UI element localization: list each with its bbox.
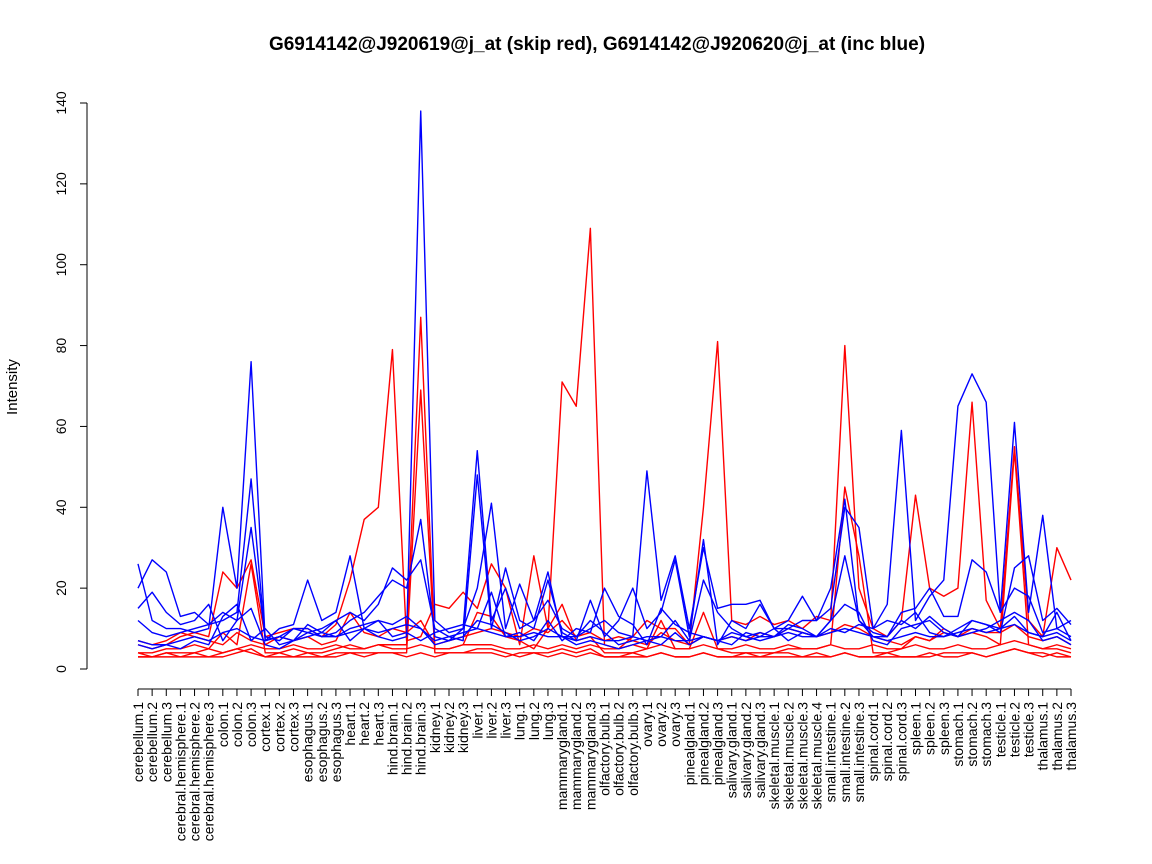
series-line-1 (137, 227, 1072, 650)
x-tick-label: ovary.2 (653, 702, 669, 747)
y-tick-label: 0 (53, 665, 69, 673)
x-tick-label: olfactory.bulb.3 (625, 702, 641, 796)
x-tick-label: kidney.3 (455, 702, 471, 753)
x-tick-label: testicle.2 (1006, 702, 1022, 757)
x-tick-label: olfactory.bulb.1 (597, 702, 613, 796)
x-tick-label: spleen.3 (936, 702, 952, 755)
x-tick-label: skeletal.muscle.4 (809, 702, 825, 810)
x-tick-label: hind.brain.2 (399, 702, 415, 775)
x-tick-label: cortex.1 (257, 702, 273, 752)
x-tick-label: thalamus.2 (1049, 702, 1065, 771)
x-tick-label: spleen.2 (922, 702, 938, 755)
x-tick-label: stomach.2 (964, 702, 980, 767)
x-tick-label: ovary.1 (639, 702, 655, 747)
x-tick-label: colon.2 (229, 702, 245, 747)
x-tick-label: mammarygland.1 (554, 702, 570, 810)
chart-title: G6914142@J920619@j_at (skip red), G69141… (269, 34, 925, 55)
x-tick-label: spinal.cord.1 (865, 702, 881, 782)
y-tick-label: 100 (53, 253, 69, 277)
x-tick-label: salivary.gland.1 (724, 702, 740, 798)
x-tick-label: thalamus.3 (1063, 702, 1079, 771)
x-tick-label: testicle.3 (1021, 702, 1037, 757)
x-tick-label: salivary.gland.3 (752, 702, 768, 798)
x-tick-label: colon.1 (215, 702, 231, 747)
x-tick-label: colon.3 (243, 702, 259, 747)
x-tick-label: spleen.1 (908, 702, 924, 755)
x-tick-label: cerebellum.1 (130, 702, 146, 782)
x-tick-label: cortex.3 (286, 702, 302, 752)
x-tick-label: skeletal.muscle.2 (780, 702, 796, 810)
x-tick-label: esophagus.2 (314, 702, 330, 782)
y-tick-label: 40 (53, 499, 69, 515)
x-tick-label: cerebral.hemisphere.1 (172, 702, 188, 842)
x-tick-label: cortex.2 (271, 702, 287, 752)
x-tick-label: heart.2 (356, 702, 372, 746)
x-tick-label: lung.3 (540, 702, 556, 740)
series-line-7 (137, 110, 1072, 642)
series-line-2 (137, 316, 1072, 658)
x-tick-label: liver.1 (469, 702, 485, 739)
x-tick-label: testicle.1 (992, 702, 1008, 757)
y-tick-label: 60 (53, 418, 69, 434)
x-tick-label: liver.2 (483, 702, 499, 739)
x-tick-label: skeletal.muscle.3 (794, 702, 810, 810)
y-axis-label: Intensity (4, 359, 21, 415)
series-line-6 (138, 648, 1072, 658)
x-tick-label: small.intestine.1 (823, 702, 839, 803)
x-tick-label: olfactory.bulb.2 (611, 702, 627, 796)
x-tick-label: spinal.cord.2 (879, 702, 895, 782)
series-line-8 (137, 474, 1072, 646)
x-tick-label: heart.1 (342, 702, 358, 746)
x-tick-label: lung.2 (526, 702, 542, 740)
x-tick-label: small.intestine.3 (851, 702, 867, 803)
x-tick-label: mammarygland.2 (568, 702, 584, 810)
x-tick-label: ovary.3 (667, 702, 683, 747)
x-tick-label: skeletal.muscle.1 (766, 702, 782, 810)
x-tick-label: hind.brain.1 (384, 702, 400, 775)
x-tick-label: kidney.1 (427, 702, 443, 753)
x-tick-label: heart.3 (370, 702, 386, 746)
x-tick-label: pinealgland.1 (681, 702, 697, 786)
x-tick-label: cerebellum.3 (158, 702, 174, 782)
series-line-12 (137, 587, 1072, 650)
series-line-9 (137, 502, 1072, 646)
x-tick-label: esophagus.3 (328, 702, 344, 782)
y-tick-label: 140 (53, 91, 69, 115)
x-tick-label: small.intestine.2 (837, 702, 853, 803)
x-tick-label: kidney.2 (441, 702, 457, 753)
y-tick-label: 20 (53, 580, 69, 596)
x-tick-label: cerebellum.2 (144, 702, 160, 782)
x-tick-label: cerebral.hemisphere.2 (187, 702, 203, 842)
x-tick-label: liver.3 (498, 702, 514, 739)
x-tick-label: thalamus.1 (1035, 702, 1051, 771)
series-line-5 (138, 640, 1072, 654)
x-tick-label: stomach.3 (978, 702, 994, 767)
y-tick-label: 120 (53, 172, 69, 196)
x-tick-label: pinealgland.2 (695, 702, 711, 786)
y-axis: 0 20 40 60 80 100 120 140 (53, 91, 88, 673)
x-tick-label: salivary.gland.2 (738, 702, 754, 798)
x-tick-label: pinealgland.3 (710, 702, 726, 786)
series-lines (137, 110, 1072, 658)
x-tick-label: hind.brain.3 (413, 702, 429, 775)
y-tick-label: 80 (53, 338, 69, 354)
x-tick-label: mammarygland.3 (582, 702, 598, 810)
x-tick-label: cerebral.hemisphere.3 (201, 702, 217, 842)
x-axis: cerebellum.1cerebellum.2cerebellum.3cere… (130, 688, 1079, 842)
x-tick-label: spinal.cord.3 (893, 702, 909, 782)
x-tick-label: stomach.1 (950, 702, 966, 767)
x-tick-label: esophagus.1 (300, 702, 316, 782)
x-tick-label: lung.1 (512, 702, 528, 740)
